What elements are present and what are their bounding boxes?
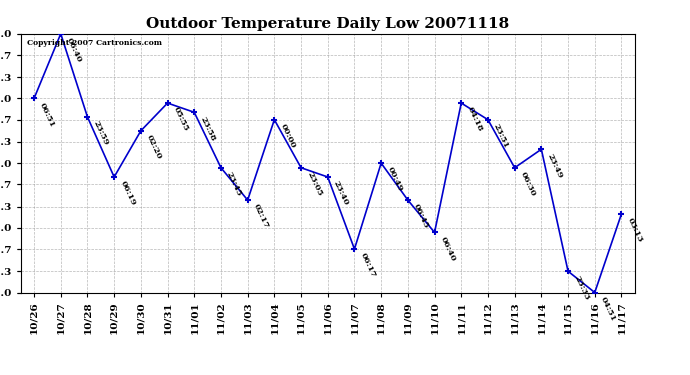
Text: Copyright 2007 Cartronics.com: Copyright 2007 Cartronics.com [27, 39, 162, 47]
Text: 23:59: 23:59 [92, 120, 110, 147]
Text: 06:19: 06:19 [118, 180, 137, 207]
Text: 06:17: 06:17 [359, 252, 377, 279]
Text: 23:58: 23:58 [199, 115, 217, 142]
Text: 06:30: 06:30 [519, 171, 537, 198]
Text: 23:51: 23:51 [492, 123, 511, 150]
Text: 06:40: 06:40 [439, 235, 457, 262]
Text: 23:40: 23:40 [332, 180, 351, 207]
Text: 02:17: 02:17 [252, 203, 270, 230]
Text: 03:13: 03:13 [626, 217, 644, 244]
Text: 00:00: 00:00 [279, 123, 297, 150]
Text: 02:20: 02:20 [145, 134, 164, 160]
Text: 23:05: 23:05 [305, 171, 324, 198]
Text: 04:51: 04:51 [599, 295, 618, 322]
Text: 04:18: 04:18 [466, 106, 484, 133]
Text: 23:33: 23:33 [572, 274, 591, 301]
Text: 05:55: 05:55 [172, 106, 190, 133]
Text: 06:51: 06:51 [38, 101, 57, 129]
Text: 23:45: 23:45 [225, 171, 244, 198]
Title: Outdoor Temperature Daily Low 20071118: Outdoor Temperature Daily Low 20071118 [146, 17, 509, 31]
Text: 23:49: 23:49 [546, 152, 564, 179]
Text: 06:45: 06:45 [412, 203, 431, 230]
Text: 00:49: 00:49 [385, 166, 404, 193]
Text: 06:40: 06:40 [65, 36, 83, 64]
